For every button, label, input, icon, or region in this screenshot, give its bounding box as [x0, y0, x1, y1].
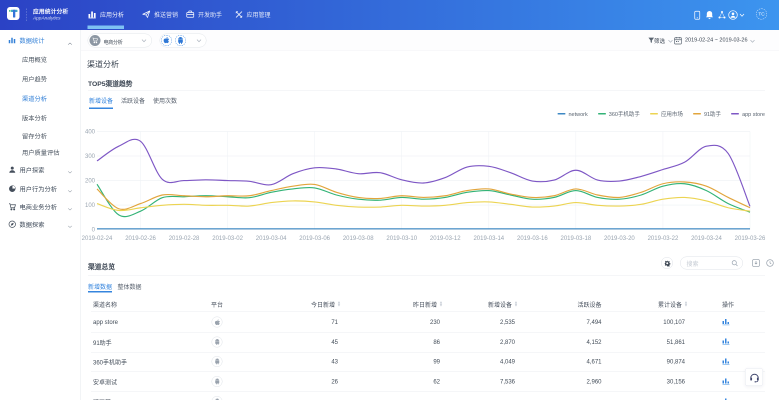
svg-text:2019-03-06: 2019-03-06 — [299, 236, 330, 242]
svg-text:0: 0 — [92, 228, 96, 234]
svg-text:400: 400 — [85, 130, 96, 136]
svg-text:2019-03-20: 2019-03-20 — [604, 236, 635, 242]
svg-text:2019-03-02: 2019-03-02 — [212, 236, 243, 242]
svg-text:2019-02-26: 2019-02-26 — [125, 236, 156, 242]
svg-text:2019-03-16: 2019-03-16 — [517, 236, 548, 242]
svg-text:2019-02-24: 2019-02-24 — [82, 236, 113, 242]
svg-text:2019-03-24: 2019-03-24 — [691, 236, 722, 242]
svg-text:2019-03-14: 2019-03-14 — [473, 236, 504, 242]
svg-text:300: 300 — [85, 154, 96, 160]
svg-text:2019-03-12: 2019-03-12 — [430, 236, 461, 242]
svg-text:2019-02-28: 2019-02-28 — [169, 236, 200, 242]
svg-text:2019-03-26: 2019-03-26 — [735, 236, 766, 242]
svg-text:2019-03-18: 2019-03-18 — [560, 236, 591, 242]
svg-text:100: 100 — [85, 203, 96, 209]
svg-text:200: 200 — [85, 179, 96, 185]
svg-text:2019-03-04: 2019-03-04 — [256, 236, 287, 242]
svg-text:2019-03-22: 2019-03-22 — [648, 236, 679, 242]
svg-text:2019-03-10: 2019-03-10 — [386, 236, 417, 242]
svg-text:2019-03-08: 2019-03-08 — [343, 236, 374, 242]
